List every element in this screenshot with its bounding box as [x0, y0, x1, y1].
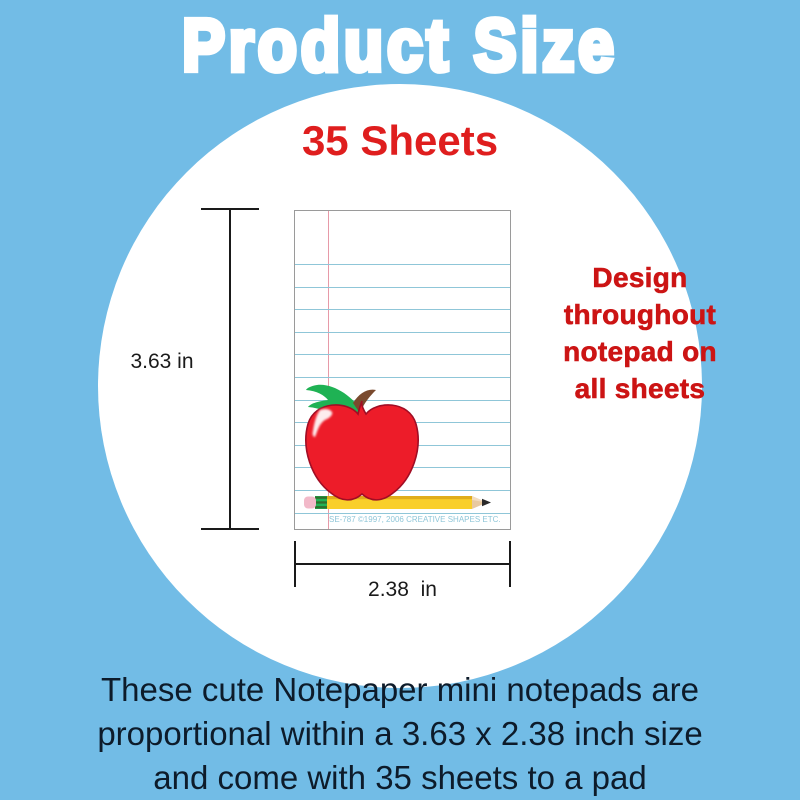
svg-text:SE-787 ©1997, 2006 CREATIVE SH: SE-787 ©1997, 2006 CREATIVE SHAPES ETC.: [329, 515, 501, 524]
